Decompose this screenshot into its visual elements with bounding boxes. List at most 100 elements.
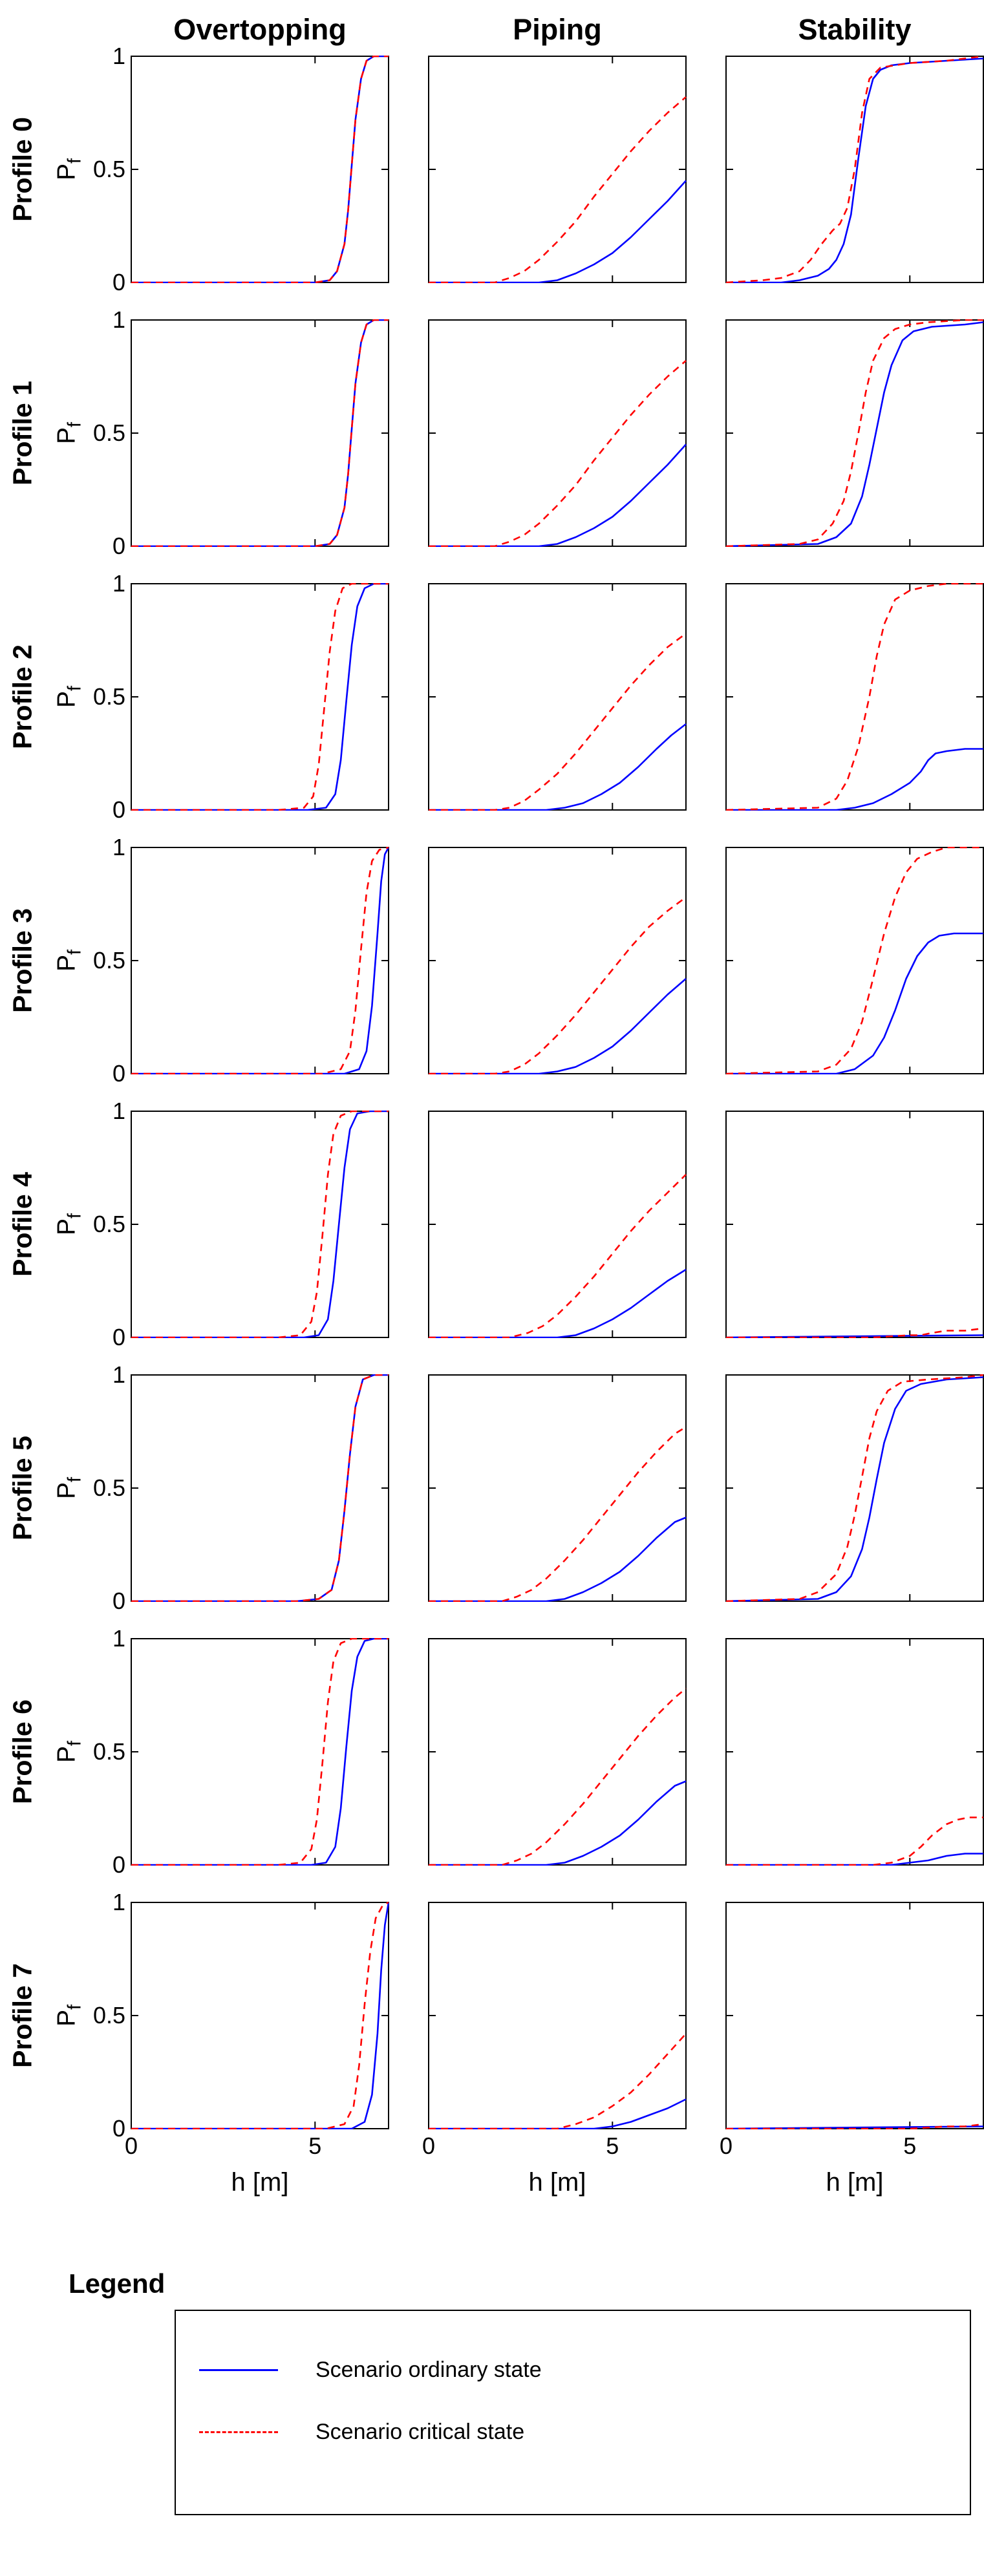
- curve-ordinary: [429, 978, 687, 1074]
- subplot-profile-4-stability: [725, 1111, 984, 1338]
- curve-ordinary: [131, 583, 389, 811]
- y-tick-gutter: 0 0.5 1: [92, 1363, 131, 1613]
- curve-ordinary: [131, 1902, 389, 2129]
- row-head: Profile 2 Pf: [1, 583, 92, 811]
- curve-ordinary: [725, 1376, 984, 1602]
- y-tick-label: 0.5: [92, 1474, 125, 1501]
- curve-critical: [429, 632, 687, 811]
- axes-box: [725, 56, 984, 283]
- row-head: Profile 7 Pf: [1, 1902, 92, 2129]
- curve-ordinary: [725, 321, 984, 547]
- axes-box: [725, 583, 984, 811]
- row-label-profile-5: Profile 5: [7, 1436, 37, 1540]
- y-tick-gutter: [687, 319, 725, 547]
- plot-cell: 0 0.5 1: [92, 836, 389, 1085]
- subplot-profile-1-overtopping: [131, 319, 389, 547]
- curve-critical: [131, 1374, 389, 1602]
- y-tick-label: 1: [112, 1889, 125, 1915]
- curve-ordinary: [429, 723, 687, 811]
- plot-cell: [687, 583, 984, 811]
- curve-critical: [725, 847, 983, 1074]
- plot-cell: 0 0.5 1: [92, 572, 389, 822]
- subplot-profile-5-stability: [725, 1374, 984, 1602]
- curve-ordinary: [131, 847, 389, 1074]
- subplot-profile-6-overtopping: [131, 1638, 389, 1866]
- y-tick-gutter: 0 0.5 1: [92, 836, 131, 1085]
- row-label-profile-3: Profile 3: [7, 908, 37, 1013]
- y-axis-label: Pf: [52, 949, 85, 972]
- axes-box: [428, 1111, 687, 1338]
- axes-box: [428, 1902, 687, 2129]
- y-axis-label: Pf: [52, 2004, 85, 2027]
- row-label-wrap: Profile 1: [1, 319, 44, 547]
- subplot-profile-7-piping: [428, 1902, 687, 2129]
- row-label-wrap: Profile 0: [1, 56, 44, 283]
- curve-critical: [429, 1426, 687, 1602]
- axes-box: [725, 847, 984, 1074]
- plot-row-profile-4: Profile 4 Pf 0 0.5 1: [1, 1100, 984, 1349]
- curve-critical: [725, 583, 983, 811]
- plot-cell: 0 0.5 1: [92, 1100, 389, 1349]
- y-tick-gutter: [687, 583, 725, 811]
- subplot-profile-4-piping: [428, 1111, 687, 1338]
- subplot-profile-1-stability: [725, 319, 984, 547]
- gutter-spacer: [92, 10, 131, 36]
- y-tick-label: 0.5: [92, 156, 125, 182]
- y-axis-label: Pf: [52, 421, 85, 445]
- curve-critical: [429, 96, 687, 283]
- subplot-profile-5-piping: [428, 1374, 687, 1602]
- curve-critical: [131, 319, 389, 547]
- curve-critical: [725, 56, 984, 283]
- curve-ordinary: [429, 1780, 687, 1866]
- subplot-profile-7-overtopping: [131, 1902, 389, 2129]
- axes-box: [725, 319, 984, 547]
- plot-row-profile-7: Profile 7 Pf 0 0.5 1: [1, 1891, 984, 2140]
- curve-ordinary: [726, 932, 983, 1074]
- y-axis-label-wrap: Pf: [48, 56, 91, 283]
- x-tick-label: 5: [308, 2133, 322, 2159]
- plot-cell: [687, 847, 984, 1074]
- rowhead-spacer: [1, 10, 92, 36]
- curve-critical: [131, 56, 389, 283]
- subplot-profile-2-piping: [428, 583, 687, 811]
- y-axis-label-wrap: Pf: [48, 1374, 91, 1602]
- plot-cell: [687, 56, 984, 283]
- y-tick-label: 0: [112, 2115, 125, 2142]
- y-tick-gutter: [389, 847, 428, 1074]
- curve-critical: [429, 1174, 687, 1338]
- axes-box: [725, 1111, 984, 1338]
- row-label-profile-2: Profile 2: [7, 644, 37, 749]
- x-tick-label: 5: [606, 2133, 619, 2159]
- y-axis-label-wrap: Pf: [48, 583, 91, 811]
- legend-section: Legend Scenario ordinary state Scenario …: [1, 2268, 984, 2535]
- curve-ordinary: [131, 1111, 389, 1338]
- y-axis-label-wrap: Pf: [48, 1638, 91, 1866]
- plot-row-profile-6: Profile 6 Pf 0 0.5 1: [1, 1627, 984, 1877]
- subplot-profile-0-piping: [428, 56, 687, 283]
- y-axis-label: Pf: [52, 1213, 85, 1236]
- y-tick-label: 1: [112, 306, 125, 333]
- y-tick-label: 1: [112, 43, 125, 69]
- legend-entry-ordinary: Scenario ordinary state: [199, 2358, 542, 2383]
- curve-ordinary: [726, 1853, 983, 1866]
- legend-label-critical: Scenario critical state: [316, 2420, 525, 2444]
- y-tick-label: 1: [112, 570, 125, 597]
- y-axis-label-wrap: Pf: [48, 847, 91, 1074]
- subplot-profile-5-overtopping: [131, 1374, 389, 1602]
- y-tick-label: 0: [112, 533, 125, 559]
- curve-critical: [131, 1111, 389, 1338]
- row-label-wrap: Profile 3: [1, 847, 44, 1074]
- y-tick-gutter: 0 0.5 1: [92, 572, 131, 822]
- subplot-profile-1-piping: [428, 319, 687, 547]
- subplot-profile-4-overtopping: [131, 1111, 389, 1338]
- legend-title: Legend: [69, 2268, 166, 2299]
- axes-box: [428, 583, 687, 811]
- plot-cell: [687, 1111, 984, 1338]
- column-title-row: Overtopping Piping Stability: [1, 10, 984, 49]
- plot-cell: [389, 1111, 687, 1338]
- plot-cell: [389, 319, 687, 547]
